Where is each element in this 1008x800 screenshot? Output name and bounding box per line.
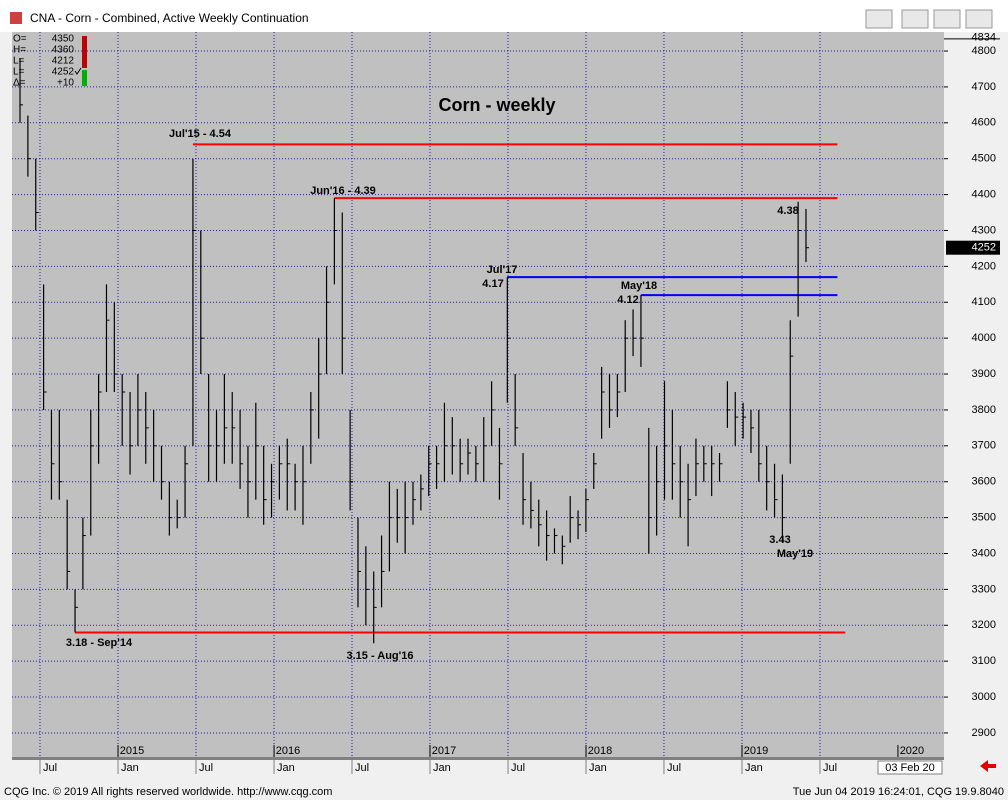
y-tick-label: 2900	[972, 727, 996, 739]
price-axis	[944, 32, 1000, 757]
y-tick-label: 3600	[972, 476, 996, 488]
header-label: L=	[13, 56, 25, 67]
y-tick-label: 4600	[972, 117, 996, 129]
annotation: 3.43	[769, 534, 790, 546]
y-tick-label: 4700	[972, 81, 996, 93]
x-tick-label: Jul	[823, 762, 837, 774]
footer-right: Tue Jun 04 2019 16:24:01, CQG 19.9.8040	[793, 786, 1004, 798]
check-mark	[74, 67, 82, 75]
x-tick-label: Jan	[745, 762, 763, 774]
header-value: +10	[57, 78, 74, 89]
x-tick-label: Jul	[199, 762, 213, 774]
header-label: L=	[13, 67, 25, 78]
annotation: Jul'15 - 4.54	[169, 128, 232, 140]
end-date-box	[877, 760, 943, 775]
minimize-button[interactable]	[901, 9, 929, 29]
time-axis-stripe	[12, 757, 944, 760]
y-tick-label: 3800	[972, 404, 996, 416]
time-axis	[12, 757, 944, 775]
y-tick-label: 3500	[972, 512, 996, 524]
header-value: 4350	[52, 34, 75, 45]
year-label: 2019	[744, 745, 768, 757]
y-tick-label: 4400	[972, 188, 996, 200]
x-tick-label: Jan	[277, 762, 295, 774]
y-tick-label: 4300	[972, 224, 996, 236]
app-icon	[10, 12, 22, 24]
header-value: 4212	[52, 56, 75, 67]
y-tick-label: 3100	[972, 655, 996, 667]
footer-left: CQG Inc. © 2019 All rights reserved worl…	[4, 786, 332, 798]
x-tick-label: Jul	[511, 762, 525, 774]
axis-top-label: 4834	[972, 32, 996, 44]
y-tick-label: 4500	[972, 153, 996, 165]
y-tick-label: 3200	[972, 619, 996, 631]
year-label: 2018	[588, 745, 612, 757]
annotation: 4.12	[617, 294, 638, 306]
x-tick-label: Jan	[433, 762, 451, 774]
x-tick-label: Jul	[355, 762, 369, 774]
x-tick-label: Jan	[589, 762, 607, 774]
plot-area	[12, 32, 944, 757]
title-bar	[0, 0, 1008, 32]
header-label: O=	[13, 34, 27, 45]
annotation: May'19	[777, 548, 813, 560]
y-tick-label: 3900	[972, 368, 996, 380]
header-label: H=	[13, 45, 26, 56]
y-tick-label: 4800	[972, 45, 996, 57]
year-label: 2015	[120, 745, 144, 757]
year-label: 2020	[900, 745, 924, 757]
scroll-arrow[interactable]	[980, 760, 996, 772]
end-date: 03 Feb 20	[885, 762, 935, 774]
annotation: 4.38	[777, 205, 798, 217]
y-tick-label: 3700	[972, 440, 996, 452]
close-button[interactable]	[965, 9, 993, 29]
y-tick-label: 3400	[972, 547, 996, 559]
y-tick-label: 4000	[972, 332, 996, 344]
window-title: CNA - Corn - Combined, Active Weekly Con…	[30, 11, 309, 25]
restore-button[interactable]	[933, 9, 961, 29]
header-change-bar	[82, 70, 87, 86]
chart-title: Corn - weekly	[438, 95, 555, 115]
year-label: 2017	[432, 745, 456, 757]
header-range-bar	[82, 36, 87, 68]
annotation: Jun'16 - 4.39	[310, 185, 376, 197]
x-tick-label: Jul	[43, 762, 57, 774]
annotation: Jul'17	[487, 264, 518, 276]
y-tick-label: 3000	[972, 691, 996, 703]
header-label: Δ=	[13, 78, 26, 89]
y-tick-label: 3300	[972, 583, 996, 595]
link-button[interactable]	[865, 9, 893, 29]
x-tick-label: Jul	[667, 762, 681, 774]
y-tick-label: 4100	[972, 296, 996, 308]
price-tag-bg	[946, 240, 1000, 255]
header-value: 4360	[52, 45, 75, 56]
annotation: 3.18 - Sep'14	[66, 637, 133, 649]
annotation: 4.17	[482, 278, 503, 290]
y-tick-label: 4200	[972, 260, 996, 272]
year-label: 2016	[276, 745, 300, 757]
header-value: 4252	[52, 67, 75, 78]
annotation: 3.15 - Aug'16	[346, 650, 413, 662]
x-tick-label: Jan	[121, 762, 139, 774]
price-tag: 4252	[972, 242, 996, 254]
annotation: May'18	[621, 280, 657, 292]
